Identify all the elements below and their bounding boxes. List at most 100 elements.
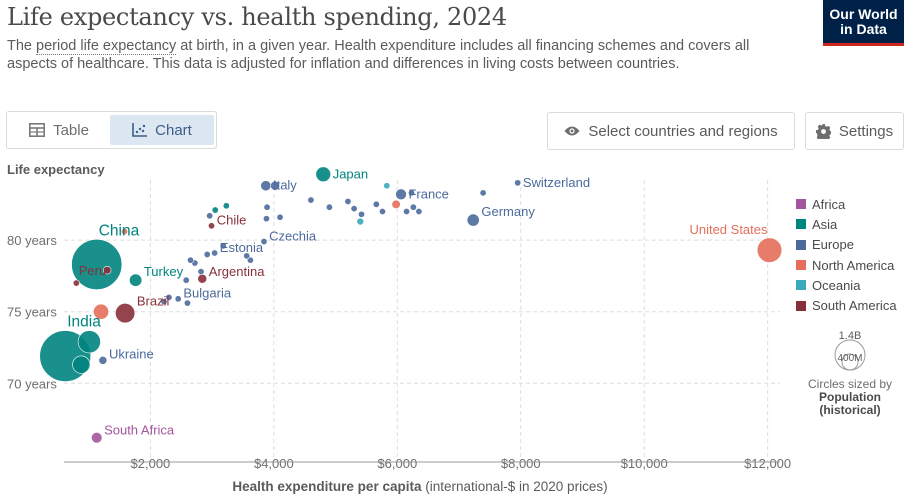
view-tabs: Table Chart [6,111,217,149]
data-point[interactable] [222,202,230,210]
data-point[interactable] [409,203,417,211]
x-axis-title-bold: Health expenditure per capita [232,479,422,494]
logo-accent-bar [823,43,904,46]
legend-item-africa[interactable]: Africa [796,194,897,214]
data-point-estonia[interactable] [211,249,219,257]
data-point-czechia[interactable] [260,238,268,246]
data-point[interactable] [197,268,205,276]
x-tick-label: $6,000 [377,456,417,471]
legend-label: South America [812,298,897,314]
data-point[interactable] [307,196,315,204]
y-axis-title: Life expectancy [7,162,105,177]
data-point[interactable] [263,203,271,211]
subtitle-text-end: at birth, in a given year. Health expend… [7,38,750,72]
data-point[interactable] [403,207,411,215]
data-point-brazil[interactable] [115,303,136,324]
data-point-argentina[interactable] [197,273,208,284]
data-point[interactable] [120,228,128,236]
subtitle-text-start: The [7,38,37,54]
logo-line-1: Our World [829,6,898,22]
data-point-ukraine[interactable] [98,355,108,365]
data-point[interactable] [358,210,366,218]
data-point-germany[interactable] [466,213,480,227]
x-axis-title-rest: (international-$ in 2020 prices) [421,479,607,494]
data-point-united-states[interactable] [756,237,783,263]
legend-swatch [796,199,806,210]
select-countries-button[interactable]: Select countries and regions [547,112,795,150]
data-point[interactable] [165,293,173,301]
point-label-peru: Peru [79,263,106,278]
x-tick-label: $2,000 [131,456,171,471]
data-point-turkey[interactable] [129,273,143,287]
legend-item-north-america[interactable]: North America [796,255,897,275]
data-point[interactable] [211,206,219,214]
data-point[interactable] [262,215,270,223]
data-point[interactable] [183,299,191,307]
data-point[interactable] [383,182,391,190]
data-point-chile[interactable] [208,222,216,230]
scatter-chart-icon [132,123,148,137]
data-point[interactable] [372,200,380,208]
y-tick-label: 80 years [7,233,57,248]
data-point[interactable] [408,189,416,197]
page-subtitle: The period life expectancy at birth, in … [7,37,777,73]
legend-swatch [796,300,806,311]
data-point-south-africa[interactable] [91,432,103,444]
legend-item-oceania[interactable]: Oceania [796,275,897,295]
data-point[interactable] [356,217,365,226]
data-point-france[interactable] [395,188,407,201]
data-point[interactable] [160,298,168,306]
data-point[interactable] [203,250,211,258]
data-point[interactable] [350,205,358,213]
data-point[interactable] [479,189,487,197]
data-point[interactable] [344,197,352,205]
data-point[interactable] [206,212,214,220]
data-point[interactable] [243,252,251,260]
data-point-peru[interactable] [103,265,112,275]
legend-swatch [796,219,806,230]
data-point[interactable] [325,203,333,211]
page-title: Life expectancy vs. health spending, 202… [7,3,507,31]
legend-item-europe[interactable]: Europe [796,235,897,255]
data-point-bulgaria[interactable] [174,295,182,303]
data-point[interactable] [276,213,284,221]
legend-label: North America [812,257,895,273]
tab-table-label: Table [53,121,89,139]
data-point-italy[interactable] [260,180,272,192]
data-point[interactable] [72,355,91,374]
legend-label: Oceania [812,277,861,293]
data-point[interactable] [219,242,227,250]
owid-logo[interactable]: Our World in Data [823,0,904,46]
settings-label: Settings [838,122,894,140]
region-legend: Africa Asia Europe North America Oceania… [796,194,897,316]
legend-item-south-america[interactable]: South America [796,295,897,315]
data-point-switzerland[interactable] [514,179,522,187]
data-point[interactable] [391,199,401,209]
point-label-france: France [408,186,448,201]
tab-chart[interactable]: Chart [110,115,214,145]
data-point[interactable] [72,279,80,287]
data-point[interactable] [187,256,195,264]
size-legend: 1.4B 400M Circles sized by Population (h… [795,330,905,417]
data-point[interactable] [77,330,101,354]
data-point[interactable] [182,276,190,284]
settings-button[interactable]: Settings [805,112,904,150]
data-point[interactable] [415,207,423,215]
data-point[interactable] [378,207,386,215]
data-point[interactable] [270,180,281,191]
point-label-italy: Italy [273,178,297,193]
point-label-india: India [67,314,101,331]
data-point-japan[interactable] [315,166,332,183]
point-label-turkey: Turkey [144,264,184,279]
legend-item-asia[interactable]: Asia [796,214,897,234]
point-label-czechia: Czechia [269,228,317,243]
period-life-expectancy-link[interactable]: period life expectancy [36,38,177,55]
tab-table[interactable]: Table [10,115,108,145]
legend-label: Africa [812,196,846,212]
data-point[interactable] [93,303,109,320]
size-legend-small-label: 400M [837,353,862,364]
data-point-china[interactable] [71,238,123,290]
point-label-brazil: Brazil [137,293,170,308]
point-label-china: China [99,222,140,239]
